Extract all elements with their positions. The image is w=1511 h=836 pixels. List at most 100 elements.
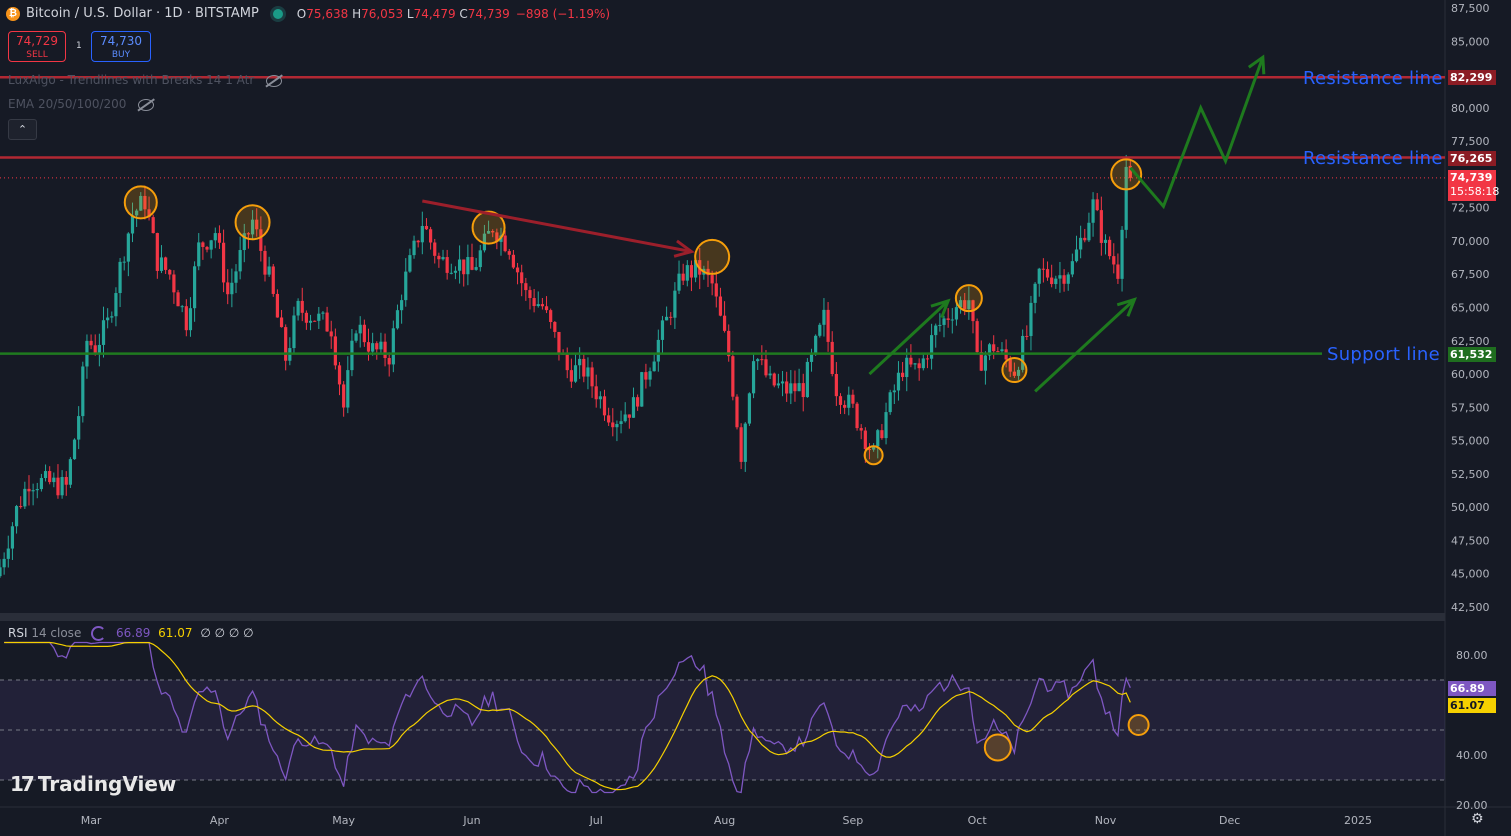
candle (714, 283, 718, 297)
candle (387, 358, 391, 365)
eye-hidden-icon[interactable] (138, 98, 155, 111)
y-tick-label: 42,500 (1451, 601, 1490, 614)
tradingview-logo[interactable]: 17 TradingView (10, 772, 176, 796)
candle (350, 340, 354, 371)
x-tick-label: Apr (210, 814, 230, 827)
highlight-circle (1110, 158, 1143, 191)
candle (892, 390, 896, 393)
candle (151, 217, 155, 234)
candle (569, 370, 573, 382)
candle (876, 430, 880, 447)
buy-button[interactable]: 74,730 BUY (91, 31, 151, 62)
rsi-ma-value: 61.07 (158, 626, 193, 640)
y-tick-label: 85,000 (1451, 35, 1490, 48)
candle (528, 290, 532, 299)
candle (685, 265, 689, 281)
candle (843, 404, 847, 408)
candle (536, 304, 540, 307)
candle (669, 316, 673, 318)
candle (934, 325, 938, 336)
candle (822, 309, 826, 325)
candle (739, 427, 743, 462)
candle (279, 317, 284, 328)
candle (110, 316, 114, 318)
gear-icon[interactable]: ⚙ (1471, 811, 1484, 827)
candle (1050, 277, 1054, 285)
candle (996, 351, 1000, 353)
candle (925, 358, 930, 360)
candle (544, 306, 549, 311)
candle (1103, 239, 1108, 243)
candle (147, 209, 151, 218)
candle (1128, 165, 1132, 178)
eye-hidden-icon[interactable] (266, 74, 283, 87)
candle (391, 328, 395, 365)
candle (130, 215, 135, 234)
loading-icon (91, 626, 107, 641)
y-tick-label: 70,000 (1451, 235, 1490, 248)
candle (1116, 264, 1120, 279)
price-change: −898 (−1.19%) (515, 6, 611, 21)
x-tick-label: Mar (81, 814, 102, 827)
candle (313, 320, 317, 322)
candle (540, 304, 544, 307)
candle (727, 330, 731, 357)
candle (648, 371, 652, 380)
candle (768, 373, 772, 376)
candle (412, 240, 416, 256)
candle (168, 269, 172, 275)
candle (1062, 275, 1066, 284)
symbol-legend[interactable]: ₿ Bitcoin / U.S. Dollar · 1D · BITSTAMP … (6, 6, 610, 21)
buy-label: BUY (111, 50, 131, 60)
ohlc-value-c: 74,739 (467, 6, 510, 21)
ohlc-value-l: 74,479 (413, 6, 460, 21)
rsi-legend[interactable]: RSI 14 close 66.89 61.07 ∅ ∅ ∅ ∅ (8, 626, 254, 641)
candle (1095, 199, 1099, 211)
candle (97, 344, 101, 354)
candle (366, 342, 371, 352)
candle (329, 331, 333, 337)
candle (10, 526, 15, 549)
y-tick-label: 55,000 (1451, 435, 1490, 448)
candle (246, 233, 251, 235)
sell-button[interactable]: 74,729 SELL (8, 31, 66, 62)
indicator-ema[interactable]: EMA 20/50/100/200 (8, 97, 155, 111)
candle (375, 343, 379, 350)
candle (1066, 274, 1070, 284)
chevron-up-icon[interactable]: ⌃ (8, 119, 37, 140)
candle (6, 548, 10, 559)
candle (449, 272, 453, 274)
ohlc-key-l: L (406, 6, 414, 21)
sell-label: SELL (26, 50, 48, 60)
x-tick-label: 2025 (1344, 814, 1372, 827)
candle (524, 283, 528, 291)
y-tick-label: 77,500 (1451, 135, 1490, 148)
y-tick-label: 67,500 (1451, 268, 1490, 281)
rsi-highlight-circle (983, 733, 1012, 762)
candle (221, 242, 226, 283)
candle (1083, 237, 1087, 241)
candle (1074, 249, 1079, 262)
candle (275, 293, 280, 318)
candle (35, 489, 39, 491)
candle (582, 358, 586, 377)
candle (983, 355, 988, 371)
candle (172, 274, 176, 293)
candle (565, 354, 569, 371)
candle (1058, 275, 1062, 279)
indicator-luxalgo[interactable]: LuxAlgo - Trendlines with Breaks 14 1 At… (8, 73, 283, 87)
candle (118, 261, 122, 294)
candle (114, 293, 118, 317)
y-tick-label: 50,000 (1451, 501, 1490, 514)
downtrend-arrow-head (673, 239, 695, 258)
candle (1000, 349, 1004, 352)
candle (557, 331, 561, 354)
candle (921, 358, 925, 369)
symbol-title[interactable]: Bitcoin / U.S. Dollar · 1D · BITSTAMP (26, 6, 259, 21)
candle (395, 310, 400, 329)
y-tick-label: 52,500 (1451, 468, 1490, 481)
support-price-tag: 61,532 (1448, 347, 1496, 362)
candle (321, 312, 325, 314)
ohlc-values: O75,638 H76,053 L74,479 C74,739 (297, 7, 510, 21)
